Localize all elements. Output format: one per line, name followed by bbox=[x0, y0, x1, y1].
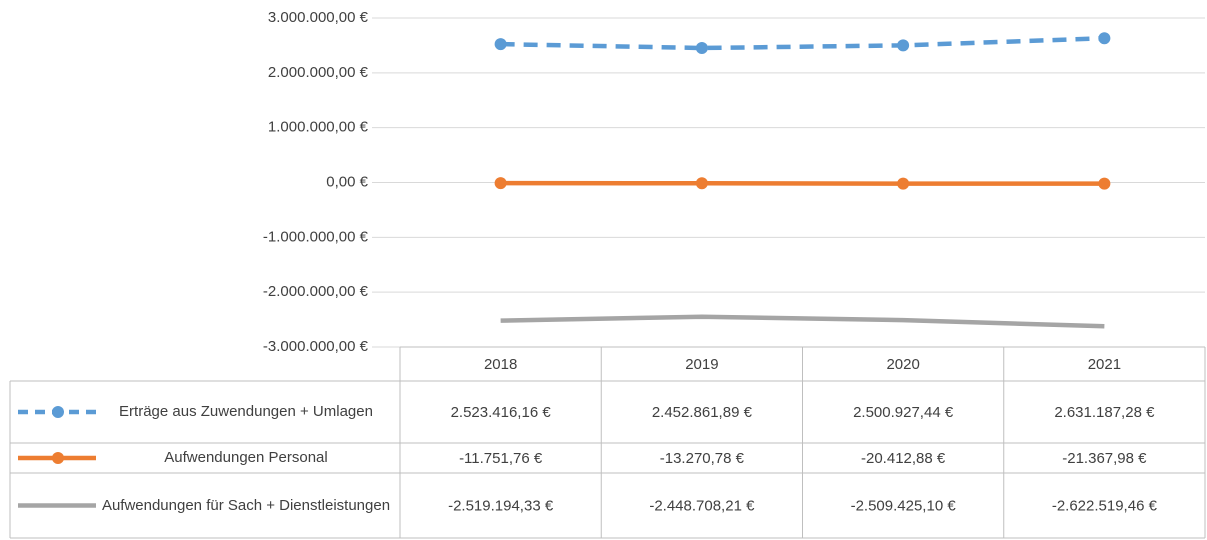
legend-label: Erträge aus Zuwendungen + Umlagen bbox=[119, 403, 373, 421]
series-marker bbox=[494, 38, 507, 51]
legend-marker bbox=[52, 452, 64, 464]
x-tick-label: 2021 bbox=[1088, 356, 1121, 373]
table-value: 2.500.927,44 € bbox=[853, 404, 954, 421]
table-value: 2.452.861,89 € bbox=[652, 404, 753, 421]
x-tick-label: 2020 bbox=[886, 356, 919, 373]
legend-marker bbox=[52, 406, 64, 418]
series-marker bbox=[494, 177, 507, 190]
series-line bbox=[500, 180, 1105, 186]
table-value: 2.631.187,28 € bbox=[1054, 404, 1155, 421]
x-tick-label: 2018 bbox=[484, 356, 517, 373]
series-marker bbox=[897, 177, 910, 190]
series-marker bbox=[1098, 177, 1111, 190]
table-value: 2.523.416,16 € bbox=[451, 404, 552, 421]
table-value: -21.367,98 € bbox=[1062, 450, 1147, 467]
table-value: -11.751,76 € bbox=[459, 450, 543, 467]
x-tick-label: 2019 bbox=[685, 356, 718, 373]
legend-cell: Aufwendungen für Sach + Dienstleistungen bbox=[101, 496, 391, 514]
y-tick-label: -1.000.000,00 € bbox=[263, 228, 369, 245]
series-marker bbox=[695, 42, 708, 55]
legend-cell: Erträge aus Zuwendungen + Umlagen bbox=[119, 403, 373, 421]
table-value: -2.448.708,21 € bbox=[649, 497, 755, 514]
y-tick-label: -3.000.000,00 € bbox=[263, 338, 369, 355]
table-value: -2.622.519,46 € bbox=[1052, 497, 1158, 514]
table-value: -2.519.194,33 € bbox=[448, 497, 554, 514]
y-tick-label: 2.000.000,00 € bbox=[268, 64, 369, 81]
table-value: -20.412,88 € bbox=[861, 450, 946, 467]
legend-label: Aufwendungen für Sach + Dienstleistungen bbox=[101, 496, 391, 514]
table-value: -2.509.425,10 € bbox=[851, 497, 957, 514]
legend-cell: Aufwendungen Personal bbox=[164, 449, 328, 467]
y-tick-label: 3.000.000,00 € bbox=[268, 9, 369, 26]
series-line bbox=[500, 314, 1105, 329]
y-tick-label: 1.000.000,00 € bbox=[268, 119, 369, 136]
y-tick-label: 0,00 € bbox=[326, 173, 368, 190]
series-marker bbox=[897, 39, 910, 52]
series-marker bbox=[695, 177, 708, 190]
series-line bbox=[500, 35, 1105, 51]
y-tick-label: -2.000.000,00 € bbox=[263, 283, 369, 300]
legend-label: Aufwendungen Personal bbox=[164, 449, 328, 467]
table-value: -13.270,78 € bbox=[660, 450, 745, 467]
series-marker bbox=[1098, 32, 1111, 45]
